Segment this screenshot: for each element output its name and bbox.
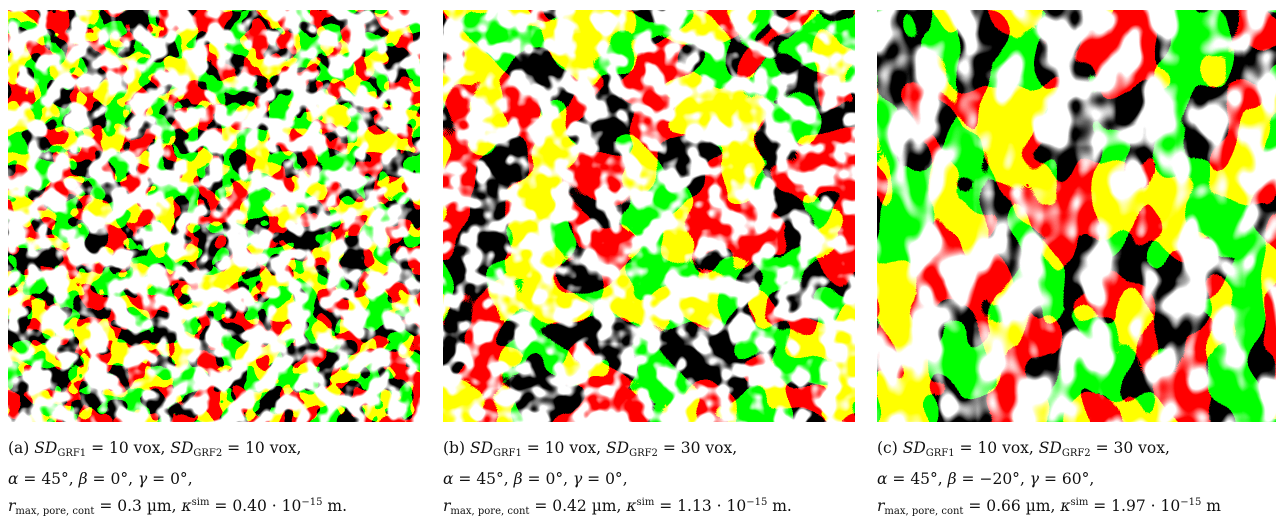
- caption-c-gamma: 60°: [1061, 469, 1090, 488]
- caption-c-unit: m: [1201, 497, 1221, 515]
- caption-c-r: 0.66 µm: [986, 497, 1051, 515]
- caption-c-line-3: rmax, pore, cont = 0.66 µm, κsim = 1.97 …: [877, 497, 1221, 517]
- caption-b-line-2: α = 45°, β = 0°, γ = 0°,: [443, 469, 628, 488]
- microstructure-svg-b: [443, 10, 855, 422]
- caption-c-line-1: (c) SDGRF1 = 10 vox, SDGRF2 = 30 vox,: [877, 439, 1170, 459]
- caption-c-kexp: −15: [1180, 497, 1202, 508]
- kappa-symbol: κ: [181, 497, 192, 515]
- caption-a-line-1: (a) SDGRF1 = 10 vox, SDGRF2 = 10 vox,: [8, 439, 302, 459]
- sd-symbol: SD: [1038, 439, 1062, 457]
- caption-a-label: (a): [8, 439, 30, 457]
- caption-a-r: 0.3 µm: [117, 497, 172, 515]
- caption-a: (a) SDGRF1 = 10 vox, SDGRF2 = 10 vox, α …: [8, 436, 388, 525]
- alpha-symbol: α: [877, 469, 888, 488]
- caption-c-label: (c): [877, 439, 898, 457]
- grf2-sub: GRF2: [629, 448, 658, 459]
- caption-b: (b) SDGRF1 = 10 vox, SDGRF2 = 30 vox, α …: [443, 436, 823, 525]
- caption-b-line-1: (b) SDGRF1 = 10 vox, SDGRF2 = 30 vox,: [443, 439, 738, 459]
- caption-a-unit: m.: [322, 497, 348, 515]
- caption-c-line-2: α = 45°, β = −20°, γ = 60°,: [877, 469, 1095, 488]
- caption-a-gamma: 0°: [170, 469, 188, 488]
- sd-symbol: SD: [170, 439, 194, 457]
- caption-b-r: 0.42 µm: [552, 497, 617, 515]
- sd-symbol: SD: [902, 439, 926, 457]
- beta-symbol: β: [947, 469, 957, 488]
- grf2-sub: GRF2: [193, 448, 223, 459]
- beta-symbol: β: [78, 469, 88, 488]
- alpha-symbol: α: [443, 469, 454, 488]
- caption-c-alpha: 45°: [910, 469, 938, 488]
- r-sub: max, pore, cont: [884, 506, 964, 517]
- grf2-sub: GRF2: [1061, 448, 1091, 459]
- caption-b-unit: m.: [767, 497, 792, 515]
- microstructure-image-c: [877, 10, 1276, 422]
- sd-symbol: SD: [606, 439, 630, 457]
- microstructure-svg-c: [877, 10, 1276, 422]
- kappa-sup: sim: [191, 497, 210, 508]
- caption-a-kappa: 0.40 · 10: [232, 497, 302, 515]
- caption-a-line-2: α = 45°, β = 0°, γ = 0°,: [8, 469, 193, 488]
- kappa-sup: sim: [636, 497, 655, 508]
- microstructure-image-b: [443, 10, 855, 422]
- sd-symbol: SD: [469, 439, 494, 457]
- caption-a-sd1: 10 vox: [109, 439, 161, 457]
- gamma-symbol: γ: [1029, 469, 1040, 488]
- caption-a-alpha: 45°: [41, 469, 69, 488]
- caption-a-line-3: rmax, pore, cont = 0.3 µm, κsim = 0.40 ·…: [8, 497, 348, 517]
- caption-b-kexp: −15: [746, 497, 768, 508]
- r-sub: max, pore, cont: [450, 506, 530, 517]
- caption-b-gamma: 0°: [605, 469, 623, 488]
- caption-c-sd1: 10 vox: [977, 439, 1029, 457]
- caption-b-sd2: 30 vox: [680, 439, 733, 457]
- caption-b-alpha: 45°: [476, 469, 504, 488]
- kappa-sup: sim: [1070, 497, 1089, 508]
- r-symbol: r: [877, 497, 885, 515]
- caption-b-sd1: 10 vox: [544, 439, 597, 457]
- caption-a-beta: 0°: [110, 469, 129, 488]
- beta-symbol: β: [513, 469, 523, 488]
- r-symbol: r: [8, 497, 16, 515]
- caption-c-kappa: 1.97 · 10: [1111, 497, 1181, 515]
- grf1-sub: GRF1: [57, 448, 87, 459]
- caption-b-label: (b): [443, 439, 466, 457]
- caption-b-kappa: 1.13 · 10: [677, 497, 747, 515]
- alpha-symbol: α: [8, 469, 19, 488]
- kappa-symbol: κ: [1060, 497, 1071, 515]
- grf1-sub: GRF1: [925, 448, 955, 459]
- microstructure-image-a: [8, 10, 420, 422]
- caption-a-sd2: 10 vox: [245, 439, 297, 457]
- sd-symbol: SD: [34, 439, 58, 457]
- caption-b-line-3: rmax, pore, cont = 0.42 µm, κsim = 1.13 …: [443, 497, 792, 517]
- caption-b-beta: 0°: [545, 469, 564, 488]
- caption-c: (c) SDGRF1 = 10 vox, SDGRF2 = 30 vox, α …: [877, 436, 1257, 525]
- gamma-symbol: γ: [572, 469, 583, 488]
- caption-c-sd2: 30 vox: [1113, 439, 1165, 457]
- caption-c-beta: −20°: [979, 469, 1020, 488]
- r-symbol: r: [443, 497, 451, 515]
- gamma-symbol: γ: [137, 469, 148, 488]
- grf1-sub: GRF1: [493, 448, 522, 459]
- kappa-symbol: κ: [626, 497, 637, 515]
- microstructure-svg-a: [8, 10, 420, 422]
- caption-a-kexp: −15: [301, 497, 323, 508]
- r-sub: max, pore, cont: [15, 506, 95, 517]
